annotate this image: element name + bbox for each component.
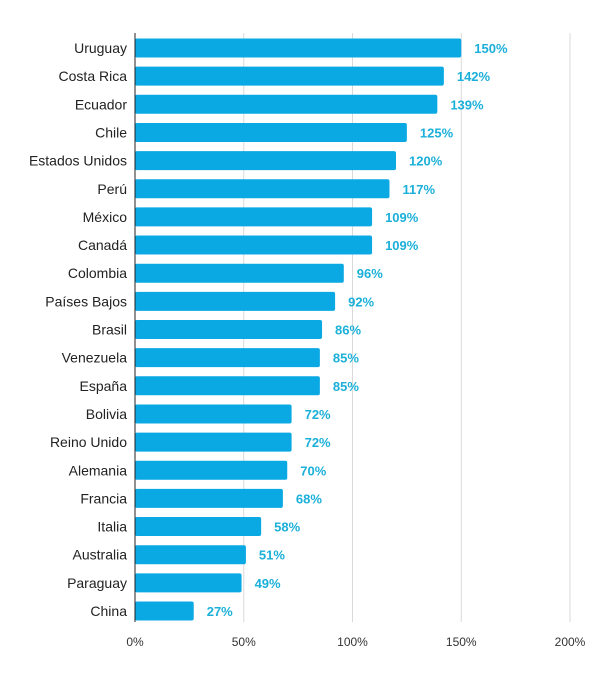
x-tick-label: 200% [555,635,586,649]
category-label: Paraguay [67,575,127,591]
x-tick-label: 150% [446,635,477,649]
bar-1 [135,66,444,86]
value-label: 125% [420,125,454,140]
bar-11 [135,348,320,368]
value-label: 51% [259,548,285,563]
category-label: Ecuador [75,96,127,112]
category-label: Italia [97,519,127,535]
category-label: Costa Rica [59,68,128,84]
value-label: 68% [296,491,322,506]
category-label: Chile [95,124,127,140]
value-label: 96% [357,266,383,281]
bar-12 [135,376,320,396]
category-label: México [83,209,128,225]
category-label: España [80,378,128,394]
bar-8 [135,263,344,283]
category-label: Perú [97,181,127,197]
bar-6 [135,207,373,227]
value-label: 58% [274,520,300,535]
category-label: Países Bajos [45,293,127,309]
bar-5 [135,179,390,199]
bar-16 [135,488,283,508]
category-label: Colombia [68,265,127,281]
x-tick-label: 50% [232,635,256,649]
value-label: 27% [207,604,233,619]
value-label: 72% [305,435,331,450]
category-label: Uruguay [74,40,127,56]
value-label: 109% [385,210,419,225]
bar-3 [135,122,407,142]
bar-0 [135,38,462,58]
bar-15 [135,460,288,480]
value-label: 117% [402,182,435,197]
value-label: 72% [305,407,331,422]
bar-14 [135,432,292,452]
value-labels: 150%142%139%125%120%117%109%109%96%92%86… [207,41,508,619]
category-label: Alemania [69,462,128,478]
category-label: Reino Unido [50,434,127,450]
category-label: Bolivia [86,406,127,422]
category-label: Canadá [78,237,127,253]
category-label: China [90,603,127,619]
value-label: 49% [255,576,281,591]
x-tick-label: 0% [126,635,144,649]
bar-19 [135,573,242,593]
value-label: 142% [457,69,491,84]
bar-13 [135,404,292,424]
bar-9 [135,291,336,311]
value-label: 85% [333,351,359,366]
value-label: 86% [335,323,361,338]
category-label: Venezuela [62,350,128,366]
x-axis-ticks: 0% 50% 100% 150% 200% [126,635,585,649]
x-tick-label: 100% [337,635,368,649]
value-label: 92% [348,294,374,309]
value-label: 139% [450,97,484,112]
category-label: Brasil [92,322,127,338]
category-labels: Uruguay Costa Rica Ecuador Chile Estados Uni… [29,40,127,619]
bar-17 [135,517,262,537]
bar-4 [135,151,396,171]
value-label: 120% [409,154,443,169]
value-label: 70% [300,463,326,478]
bar-18 [135,545,246,565]
value-label: 85% [333,379,359,394]
bar-20 [135,601,194,621]
category-label: Francia [80,490,127,506]
category-label: Estados Unidos [29,153,127,169]
bar-2 [135,94,438,114]
value-label: 109% [385,238,419,253]
category-label: Australia [73,547,128,563]
bar-7 [135,235,373,255]
bar-10 [135,320,323,339]
bars [135,38,462,621]
value-label: 150% [474,41,508,56]
